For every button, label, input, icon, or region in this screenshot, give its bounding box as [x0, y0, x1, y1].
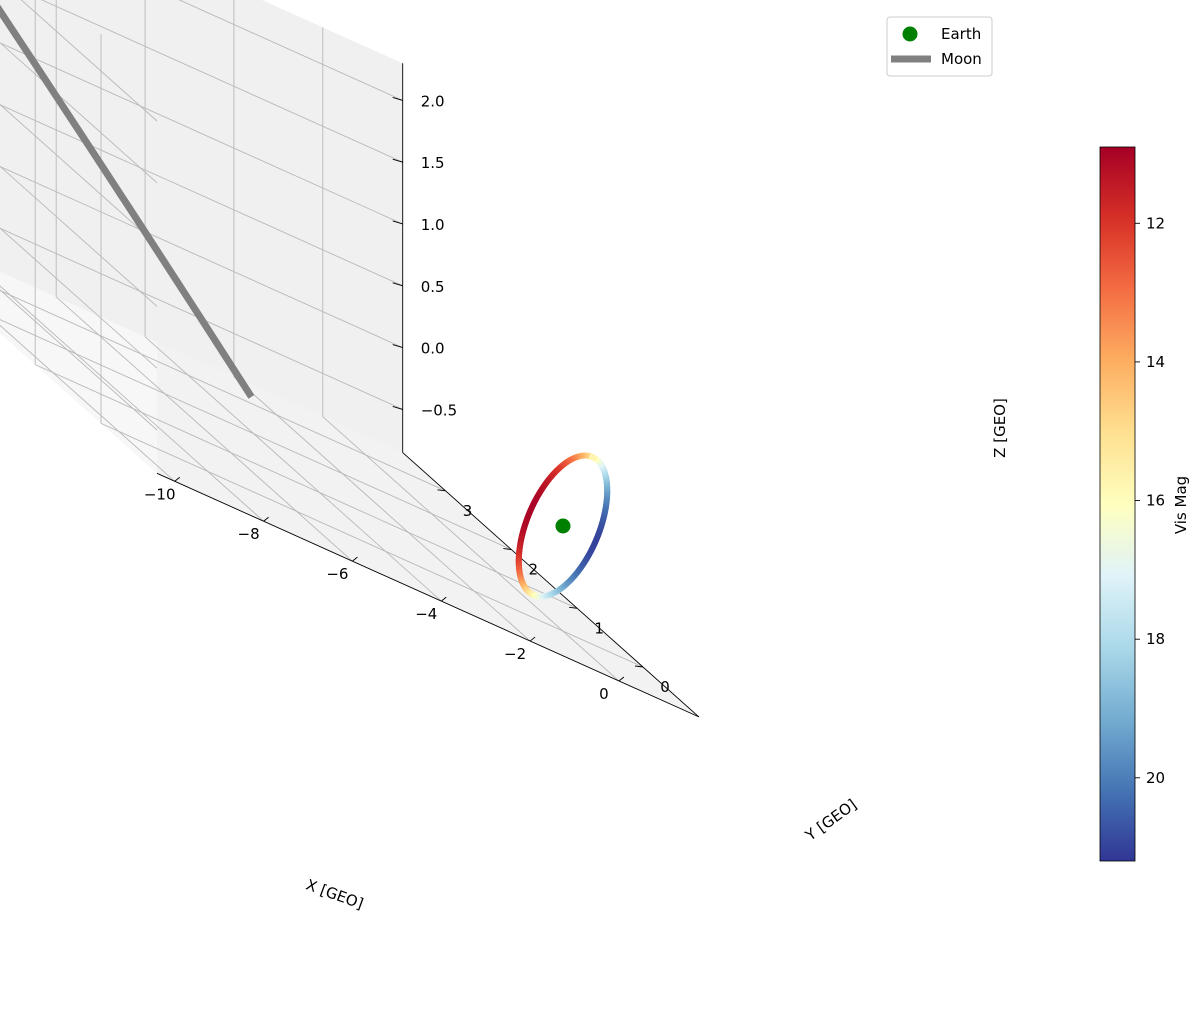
- colorbar-tick-label: 14: [1146, 353, 1165, 371]
- x-tick-label: 0: [599, 685, 609, 703]
- x-tick-label: −6: [326, 565, 348, 583]
- grid-x-floor: [233, 376, 531, 642]
- x-tick-mark: [618, 676, 625, 682]
- z-tick-label: 0.0: [421, 340, 445, 358]
- colorbar-tick-label: 16: [1146, 492, 1165, 510]
- y-axis-line: [402, 452, 700, 718]
- colorbar-tick-label: 20: [1146, 769, 1165, 787]
- y-tick-mark: [437, 489, 446, 492]
- x-tick-label: −8: [238, 525, 260, 543]
- floor-pane: [0, 271, 699, 717]
- colorbar-tick-label: 18: [1146, 630, 1165, 648]
- moon-trajectory: [0, 4, 255, 399]
- grid-y-floor: [35, 364, 578, 609]
- y-tick-label: 1: [594, 619, 604, 637]
- colorbar-gradient: [1099, 146, 1136, 862]
- x-tick-mark: [529, 636, 536, 642]
- z-tick-mark: [392, 220, 403, 225]
- grid-y-floor: [0, 290, 446, 492]
- legend-moon-label: Moon: [941, 50, 982, 68]
- y-tick-label: 0: [660, 678, 670, 696]
- y-tick-label: 3: [463, 502, 473, 520]
- z-tick-label: 1.0: [421, 216, 445, 234]
- grid-z-back: [0, 166, 403, 349]
- z-tick-label: −0.5: [421, 401, 457, 419]
- legend-earth-marker: [902, 26, 918, 42]
- x-tick-mark: [174, 476, 181, 482]
- grid-x-floor: [55, 296, 353, 562]
- grid-z-back: [0, 42, 403, 225]
- x-tick-labels: −10 −8 −6 −4 −2 0: [144, 476, 625, 703]
- grid-x-floor: [0, 324, 175, 482]
- x-tick-mark: [440, 596, 447, 602]
- x-axis-line: [156, 472, 700, 718]
- z-tick-label: 2.0: [421, 92, 445, 110]
- z-tick-label: 0.5: [421, 278, 445, 296]
- grid-x-floor: [144, 336, 442, 602]
- z-tick-mark: [392, 405, 403, 410]
- grid-z-left: [0, 103, 158, 245]
- moon-line: [0, 4, 255, 399]
- grid-x-floor: [322, 416, 620, 682]
- orbit-track: [515, 452, 611, 600]
- earth-marker: [555, 518, 571, 534]
- grid-z-left: [0, 42, 158, 184]
- y-tick-mark: [634, 665, 644, 668]
- colorbar-tick-label: 12: [1146, 214, 1165, 232]
- z-tick-mark: [392, 344, 403, 349]
- x-axis-label: X [GEO]: [304, 876, 366, 913]
- grid-y-floor: [0, 319, 512, 550]
- axis-lines: [156, 63, 700, 718]
- grid-z-back: [0, 227, 403, 410]
- earth-point: [555, 518, 571, 534]
- x-tick-mark: [352, 556, 358, 562]
- legend-earth-label: Earth: [941, 25, 981, 43]
- z-tick-label: 1.5: [421, 154, 445, 172]
- colorbar-label: Vis Mag: [1172, 476, 1190, 534]
- axis-grid: [0, 0, 644, 682]
- x-tick-label: −10: [144, 485, 176, 503]
- x-tick-mark: [263, 516, 269, 522]
- x-tick-label: −2: [504, 645, 526, 663]
- grid-x-floor: [0, 285, 264, 522]
- grid-z-back: [0, 104, 403, 287]
- z-tick-mark: [392, 282, 403, 287]
- grid-z-back: [40, 0, 403, 163]
- grid-y-floor: [100, 422, 644, 668]
- colorbar-ticks: 12 14 16 18 20: [1135, 214, 1165, 787]
- colorbar: 12 14 16 18 20 Vis Mag: [1099, 146, 1190, 862]
- y-tick-mark: [503, 548, 512, 550]
- grid-z-left: [0, 227, 158, 369]
- grid-z-left: [20, 0, 158, 122]
- y-tick-labels: 0 1 2 3: [437, 489, 670, 696]
- z-axis-label: Z [GEO]: [991, 398, 1009, 458]
- legend: Earth Moon: [886, 16, 993, 77]
- axis-panes: [0, 0, 699, 717]
- y-axis-label: Y [GEO]: [801, 795, 860, 845]
- grid-z-back: [178, 0, 403, 101]
- z-tick-mark: [392, 158, 403, 163]
- z-tick-mark: [392, 96, 403, 101]
- grid-z-left: [0, 165, 158, 307]
- y-tick-label: 2: [529, 561, 539, 579]
- orbit-segment: [589, 453, 597, 461]
- x-tick-label: −4: [415, 605, 437, 623]
- y-tick-mark: [569, 606, 578, 609]
- z-tick-labels: −0.5 0.0 0.5 1.0 1.5 2.0: [392, 92, 457, 419]
- grid-z-left: [0, 289, 158, 431]
